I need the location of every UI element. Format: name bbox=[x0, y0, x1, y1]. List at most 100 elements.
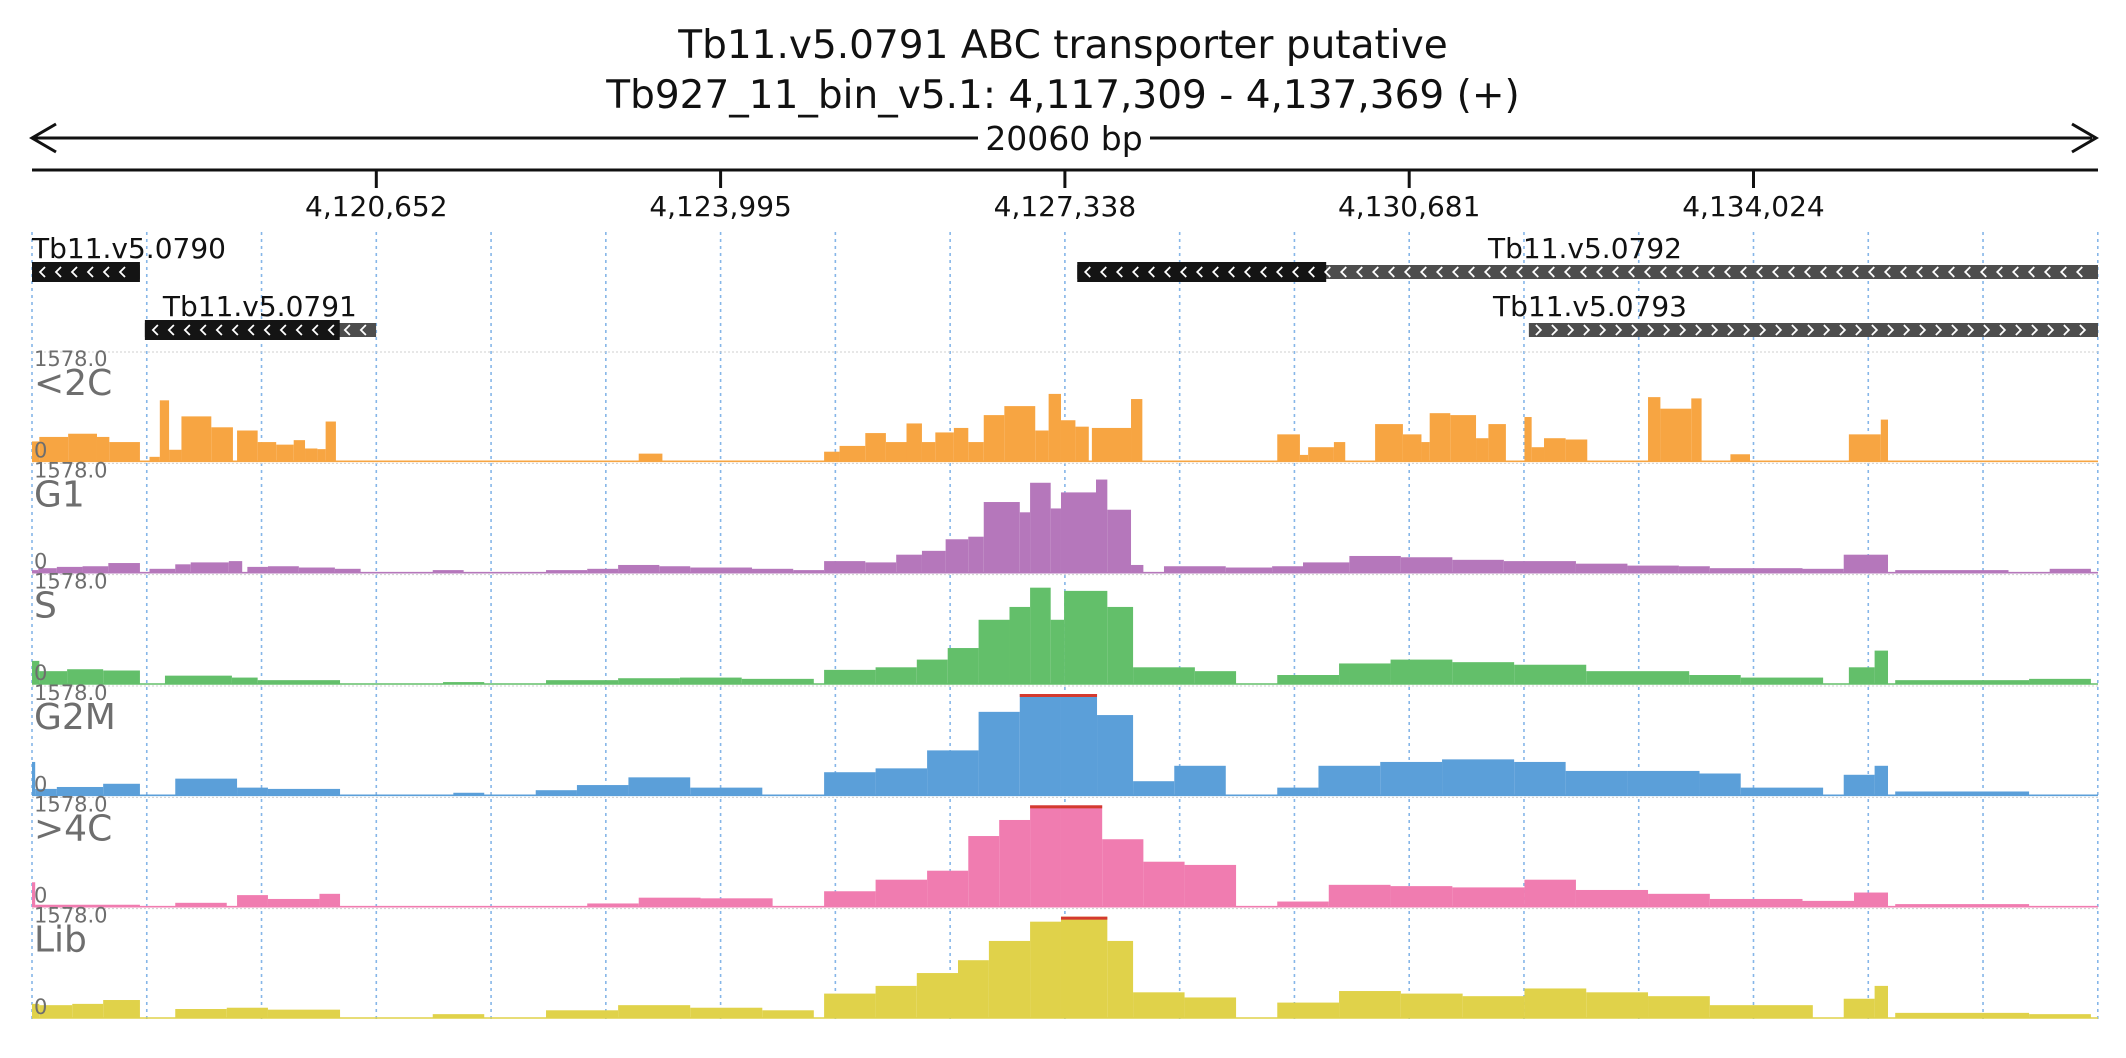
coverage-bar bbox=[690, 567, 753, 573]
strand-chevron bbox=[70, 266, 78, 278]
coverage-bar bbox=[927, 870, 969, 907]
coverage-bar bbox=[1880, 419, 1889, 462]
coverage-bar bbox=[1107, 940, 1134, 1018]
coverage-bar bbox=[875, 768, 928, 796]
coverage-bar bbox=[1328, 884, 1391, 907]
coverage-bar bbox=[1730, 454, 1750, 462]
coverage-bar bbox=[700, 898, 773, 907]
coverage-bar bbox=[1030, 805, 1061, 907]
strand-chevron bbox=[1387, 266, 1395, 278]
strand-chevron bbox=[1999, 324, 2007, 336]
coverage-bar bbox=[659, 566, 691, 573]
coverage-bar bbox=[839, 445, 866, 462]
coverage-bar bbox=[103, 1000, 140, 1018]
track-label: Lib bbox=[34, 920, 87, 961]
coverage-bar bbox=[968, 836, 1000, 907]
coverage-bar bbox=[1648, 996, 1710, 1018]
coverage-bar bbox=[1442, 759, 1515, 796]
coverage-bar bbox=[1060, 916, 1108, 1018]
track-label: <2C bbox=[34, 363, 112, 404]
strand-chevron bbox=[1611, 266, 1619, 278]
strand-chevron bbox=[1099, 266, 1107, 278]
coverage-bar bbox=[164, 675, 232, 684]
coverage-bar bbox=[32, 1003, 40, 1018]
coverage-bar bbox=[535, 790, 577, 796]
coverage-bar bbox=[1277, 675, 1340, 684]
coverage-bar bbox=[453, 792, 485, 796]
strand-chevron bbox=[1723, 266, 1731, 278]
coverage-bar bbox=[149, 456, 160, 462]
coverage-bar bbox=[1184, 997, 1237, 1018]
coverage-bar bbox=[628, 777, 691, 796]
coverage-bar bbox=[1133, 781, 1175, 796]
strand-chevron bbox=[1775, 324, 1783, 336]
strand-chevron bbox=[1787, 266, 1795, 278]
coverage-bar bbox=[175, 902, 227, 907]
strand-chevron bbox=[1115, 266, 1123, 278]
strand-chevron bbox=[1659, 266, 1667, 278]
coverage-bar bbox=[752, 568, 794, 573]
coverage-bar bbox=[293, 440, 306, 462]
coverage-bar bbox=[1048, 393, 1061, 462]
strand-chevron bbox=[1483, 266, 1491, 278]
strand-chevron bbox=[102, 266, 110, 278]
strand-chevron bbox=[1691, 266, 1699, 278]
strand-chevron bbox=[1835, 266, 1843, 278]
strand-chevron bbox=[1435, 266, 1443, 278]
coverage-bar bbox=[35, 788, 57, 796]
coverage-bar bbox=[1107, 509, 1132, 573]
coverage-bar bbox=[1709, 1005, 1813, 1018]
coverage-bar bbox=[1060, 420, 1076, 462]
strand-chevron bbox=[1851, 266, 1859, 278]
coverage-bar bbox=[1874, 650, 1889, 684]
strand-chevron bbox=[2047, 324, 2055, 336]
coverage-bar bbox=[1400, 993, 1463, 1018]
strand-chevron bbox=[1759, 324, 1767, 336]
strand-chevron bbox=[1307, 266, 1315, 278]
gene-body bbox=[1077, 265, 2098, 279]
coverage-bar bbox=[2049, 568, 2091, 573]
span-label: 20060 bp bbox=[985, 119, 1142, 158]
track-ymax-label: 1578.0 bbox=[34, 681, 107, 705]
coverage-bar bbox=[1097, 715, 1134, 796]
coverage-bar bbox=[149, 568, 176, 573]
strand-chevrons bbox=[151, 324, 367, 336]
strand-chevron bbox=[1259, 266, 1267, 278]
strand-chevron bbox=[1755, 266, 1763, 278]
strand-chevron bbox=[1791, 324, 1799, 336]
coverage-bar bbox=[267, 788, 341, 796]
coverage-bar bbox=[690, 1007, 763, 1018]
coverage-bar bbox=[35, 904, 140, 907]
track-ymin-label: 0 bbox=[34, 661, 47, 685]
strand-chevron bbox=[1467, 266, 1475, 278]
coverage-bar bbox=[1874, 985, 1889, 1018]
gene-label: Tb11.v5.0791 bbox=[162, 290, 357, 323]
coverage-bar bbox=[824, 669, 876, 684]
coverage-bar bbox=[1050, 619, 1065, 684]
coverage-bar bbox=[1060, 492, 1097, 573]
coverage-bar bbox=[432, 570, 464, 573]
coverage-bar bbox=[237, 895, 268, 907]
strand-chevron bbox=[1547, 266, 1555, 278]
strand-chevron bbox=[1855, 324, 1863, 336]
coverage-bar bbox=[978, 619, 1010, 684]
clip-marker bbox=[1060, 694, 1098, 697]
coverage-bar bbox=[72, 1003, 104, 1018]
coverage-bar bbox=[587, 903, 639, 907]
strand-chevron bbox=[1995, 266, 2003, 278]
coverage-bar bbox=[1429, 413, 1451, 462]
coverage-bar bbox=[1452, 559, 1504, 573]
strand-chevron bbox=[2043, 266, 2051, 278]
coverage-bar bbox=[546, 570, 588, 573]
track-ymax-label: 1578.0 bbox=[34, 570, 107, 594]
strand-chevron bbox=[1627, 266, 1635, 278]
strand-chevron bbox=[1679, 324, 1687, 336]
coverage-bar bbox=[576, 785, 629, 796]
coverage-bar bbox=[865, 433, 886, 462]
coverage-bar bbox=[317, 449, 326, 462]
coverage-bar bbox=[1524, 417, 1532, 462]
coverage-bar bbox=[1091, 427, 1132, 462]
coverage-bar bbox=[32, 761, 36, 796]
